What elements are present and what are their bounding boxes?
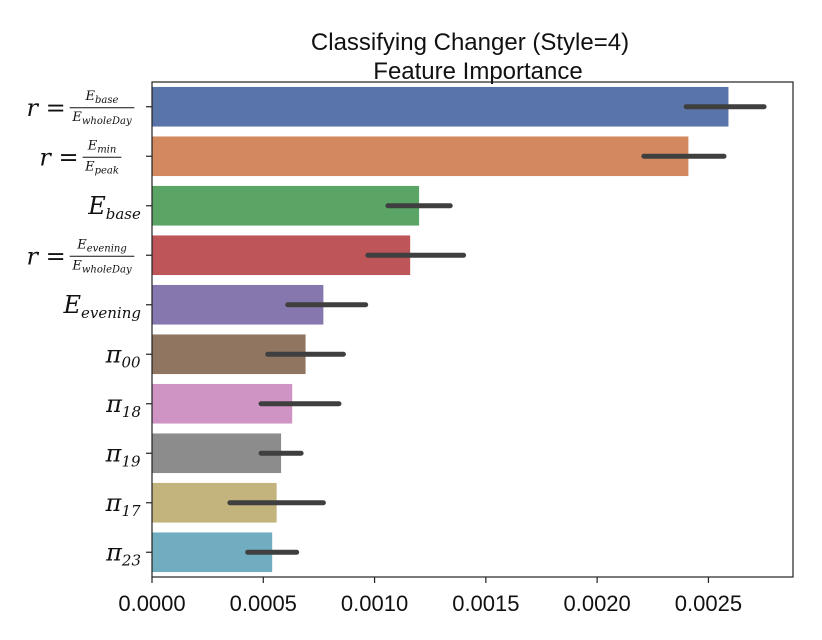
y-tick-label-text: Ebase — [87, 192, 141, 223]
bar-2 — [152, 136, 689, 177]
y-tick-label-10: π23 — [105, 538, 141, 569]
y-tick-label-numerator: Emin — [87, 138, 117, 155]
y-tick-label-text: π00 — [105, 340, 141, 371]
y-tick-label-prefix: r = — [39, 143, 78, 171]
y-tick-label-4: Eevening EwholeDay r = — [26, 237, 135, 275]
y-tick-label-text: Eevening — [63, 291, 141, 322]
bar-1 — [152, 86, 729, 127]
plot-frame — [151, 81, 794, 578]
x-tick-label: 0.0005 — [230, 591, 297, 616]
y-tick-label-9: π17 — [105, 489, 141, 520]
y-tick-label-text: π18 — [105, 390, 141, 421]
y-tick-label-denominator: EwholeDay — [71, 110, 132, 127]
error-bars-group — [227, 104, 767, 555]
y-tick-label-text: π23 — [105, 538, 141, 569]
chart-title-line-1: Classifying Changer (Style=4) — [311, 29, 629, 56]
y-tick-label-prefix: r = — [26, 94, 65, 122]
y-tick-label-denominator: EwholeDay — [71, 258, 132, 275]
x-tick-label: 0.0000 — [118, 591, 185, 616]
y-tick-label-7: π18 — [105, 390, 141, 421]
y-tick-label-1: Ebase EwholeDay r = — [26, 89, 135, 127]
y-tick-label-text: π19 — [105, 439, 141, 470]
y-tick-label-text: π17 — [105, 489, 141, 520]
bars-group — [152, 86, 729, 573]
x-axis-ticks: 0.0000 0.0005 0.0010 0.0015 0.0020 0.0025 — [118, 577, 742, 616]
y-tick-label-prefix: r = — [26, 242, 65, 270]
y-tick-label-5: Eevening — [63, 291, 141, 322]
y-tick-label-numerator: Ebase — [85, 89, 119, 106]
x-tick-label: 0.0015 — [452, 591, 519, 616]
y-tick-label-numerator: Eevening — [76, 237, 126, 254]
x-tick-label: 0.0025 — [675, 591, 742, 616]
chart-title-line-2: Feature Importance — [373, 58, 582, 85]
y-tick-label-3: Ebase — [87, 192, 141, 223]
y-tick-label-6: π00 — [105, 340, 141, 371]
x-tick-label: 0.0010 — [341, 591, 408, 616]
y-axis-labels: Ebase EwholeDay r = Emin Epeak r = Ebase Eeveni… — [26, 89, 152, 569]
y-tick-label-2: Emin Epeak r = — [39, 138, 122, 176]
bar-3 — [152, 185, 420, 226]
y-tick-label-denominator: Epeak — [84, 159, 119, 176]
x-tick-label: 0.0020 — [563, 591, 630, 616]
y-tick-label-8: π19 — [105, 439, 141, 470]
